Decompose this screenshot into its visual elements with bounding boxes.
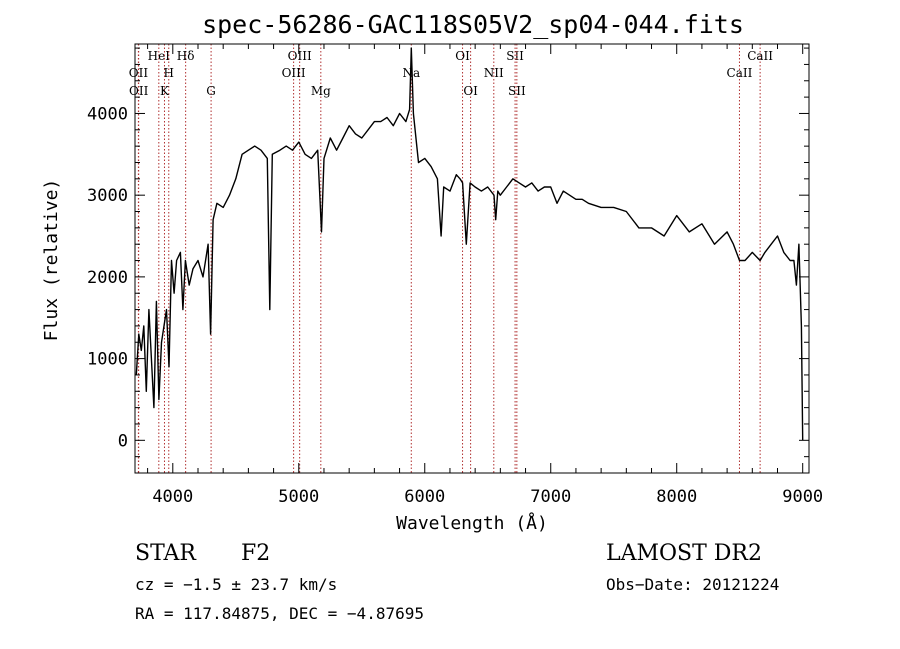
x-tick-label-3: 7000 [530, 487, 571, 507]
x-tick-label-5: 9000 [782, 487, 823, 507]
x-tick-label-2: 6000 [404, 487, 445, 507]
object-class: STAR [135, 541, 197, 566]
object-subclass: F2 [241, 541, 270, 566]
spectrum-series [135, 47, 804, 441]
y-axis-label: Flux (relative) [41, 179, 62, 342]
line-label-1: OII [129, 84, 149, 98]
y-tick-label-4: 4000 [87, 104, 128, 124]
line-label-15: SII [508, 84, 526, 98]
line-label-17: CaII [727, 66, 753, 80]
line-label-9: Mg [311, 84, 331, 98]
y-tick-label-3: 3000 [87, 186, 128, 206]
line-label-16: CaII [747, 49, 773, 63]
x-tick-label-4: 8000 [656, 487, 697, 507]
ra-dec-coordinates: RA = 117.84875, DEC = −4.87695 [135, 604, 424, 623]
y-tick-label-0: 0 [118, 431, 128, 451]
line-label-4: K [160, 84, 170, 98]
line-label-5: Hδ [177, 49, 195, 63]
line-label-7: OIII [288, 49, 312, 63]
x-tick-label-1: 5000 [278, 487, 319, 507]
redshift-cz: cz = −1.5 ± 23.7 km/s [135, 575, 337, 594]
line-label-11: OI [455, 49, 470, 63]
spectrum-line [135, 47, 804, 441]
y-tick-label-2: 2000 [87, 268, 128, 288]
line-markers: OIIOIIHeIHKHδGOIIIOIIIMgNaOIOINIISIISIIC… [129, 44, 773, 473]
x-tick-label-0: 4000 [152, 487, 193, 507]
plot-frame [134, 43, 810, 474]
line-label-2: HeI [148, 49, 171, 63]
line-label-6: G [206, 84, 216, 98]
chart-title: spec-56286-GAC118S05V2_sp04-044.fits [202, 10, 744, 39]
x-axis-label: Wavelength (Å) [396, 512, 548, 534]
survey-name: LAMOST DR2 [606, 541, 762, 566]
line-label-3: H [164, 66, 174, 80]
line-label-14: SII [506, 49, 524, 63]
line-label-8: OIII [282, 66, 306, 80]
observation-date: Obs−Date: 20121224 [606, 575, 779, 594]
line-label-13: NII [484, 66, 504, 80]
y-tick-label-1: 1000 [87, 350, 128, 370]
line-label-12: OI [463, 84, 478, 98]
axis-ticks: 4000 5000 6000 7000 8000 9000 0 1000 2000 3000 400… [87, 44, 823, 507]
